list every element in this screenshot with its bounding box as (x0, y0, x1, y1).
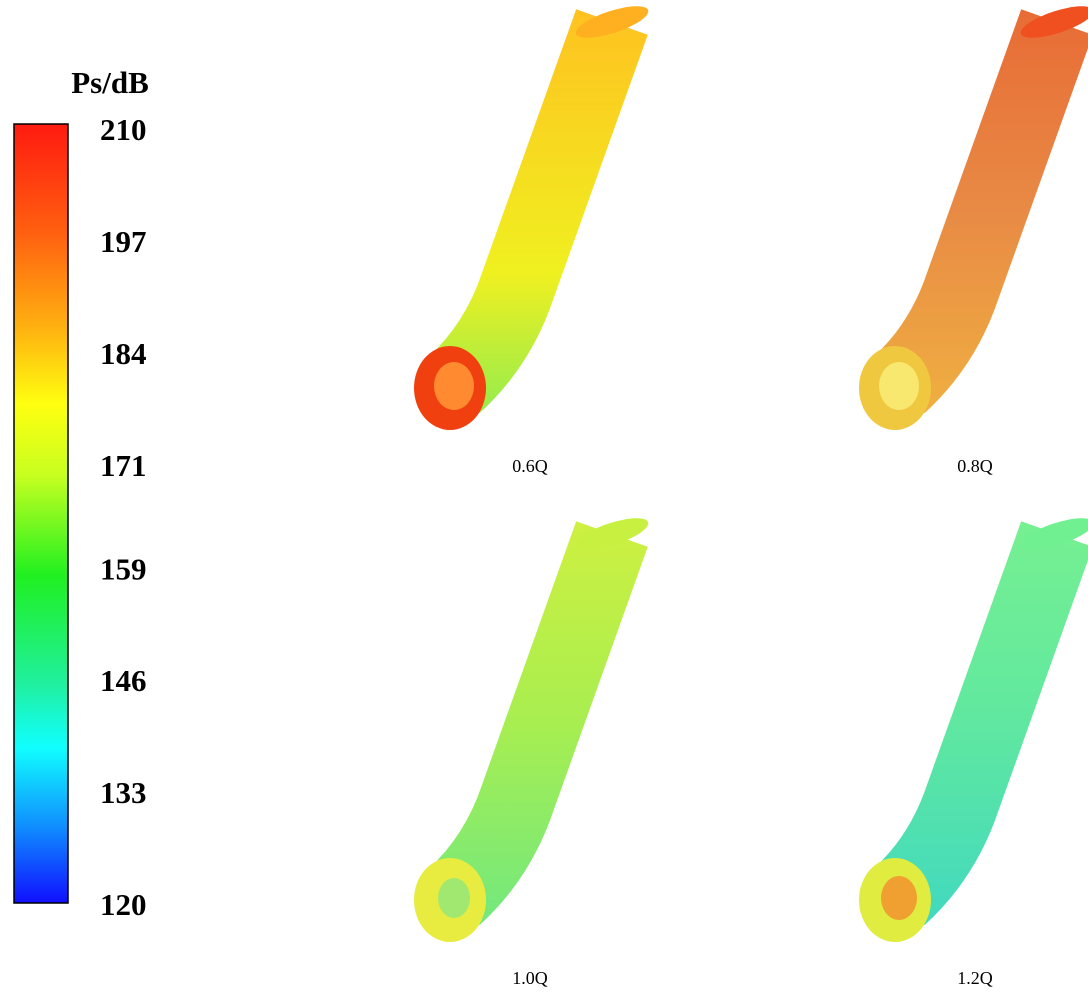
colorbar-ticks: 210 197 184 171 159 146 133 120 (100, 112, 147, 922)
colorbar (14, 124, 68, 903)
panel-caption: 0.6Q (512, 456, 548, 476)
pipe-panel (859, 0, 1088, 430)
colorbar-title: Ps/dB (71, 65, 149, 100)
colorbar-tick-label: 146 (100, 663, 147, 698)
colorbar-tick-label: 210 (100, 112, 147, 147)
colorbar-tick-label: 120 (100, 887, 147, 922)
pipe-panel (414, 0, 652, 430)
colorbar-tick-label: 159 (100, 551, 147, 586)
pipe-panel (414, 512, 652, 942)
panel-caption: 1.2Q (957, 968, 993, 988)
colorbar-tick-label: 197 (100, 224, 147, 259)
colorbar-tick-label: 133 (100, 775, 147, 810)
panel-caption: 0.8Q (957, 456, 993, 476)
figure: Ps/dB 210 197 184 171 159 146 133 120 0.6Q 0.8Q… (0, 0, 1088, 993)
colorbar-tick-label: 184 (100, 336, 147, 371)
panel-caption: 1.0Q (512, 968, 548, 988)
pipe-panel (859, 512, 1088, 942)
colorbar-tick-label: 171 (100, 448, 147, 483)
